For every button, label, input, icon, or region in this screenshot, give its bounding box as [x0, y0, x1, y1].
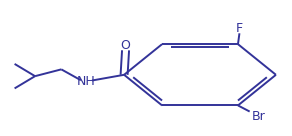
- Text: O: O: [121, 39, 131, 52]
- Text: Br: Br: [251, 110, 265, 123]
- Text: NH: NH: [77, 75, 95, 88]
- Text: F: F: [236, 22, 243, 35]
